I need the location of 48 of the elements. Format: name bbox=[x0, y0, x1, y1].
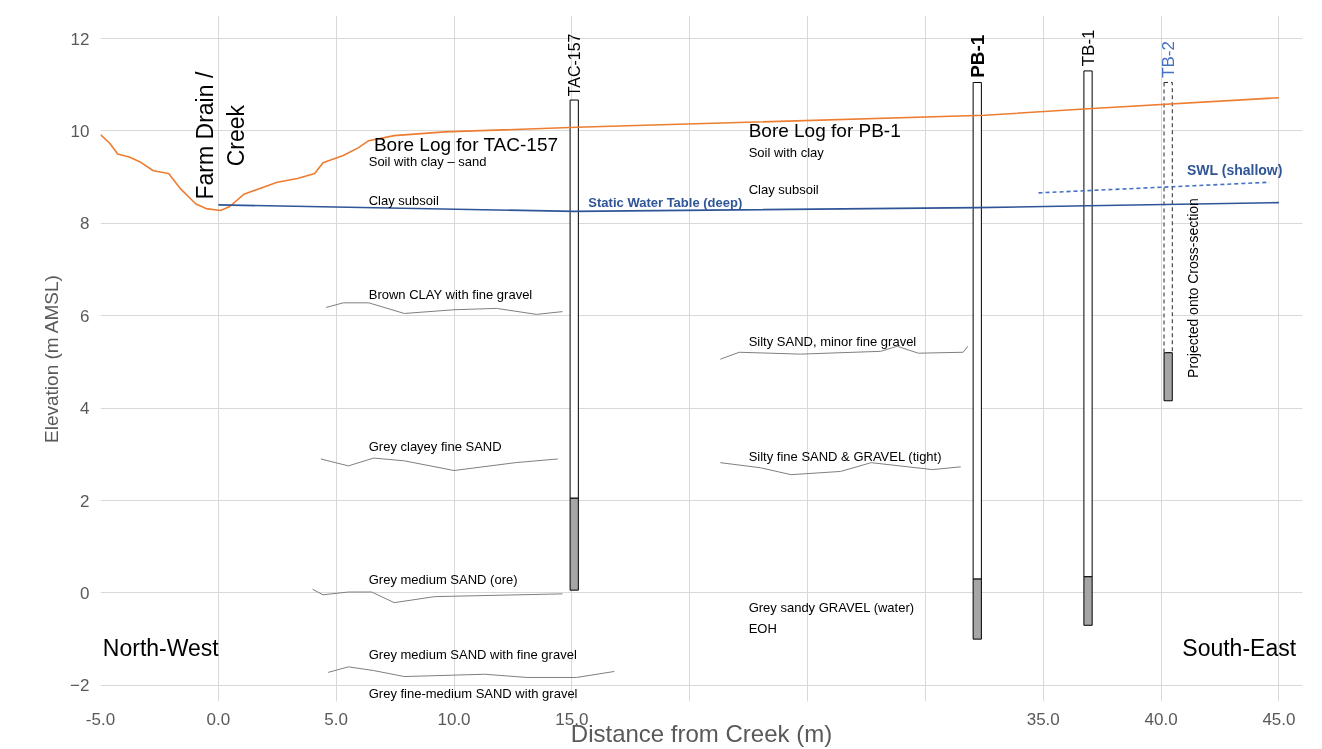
y-tick-label: 10 bbox=[70, 121, 90, 141]
bar bbox=[1163, 352, 1173, 402]
annotation: Farm Drain / Creek bbox=[192, 71, 250, 200]
line-series bbox=[719, 462, 962, 476]
y-tick-label: 6 bbox=[80, 306, 90, 326]
annotation: PB-1 bbox=[966, 34, 988, 78]
annotation: Grey fine-medium SAND with gravel bbox=[368, 686, 578, 702]
x-tick-label: 10.0 bbox=[437, 709, 471, 729]
annotation: Bore Log for TAC-157 bbox=[373, 134, 559, 156]
annotation: Soil with clay bbox=[748, 144, 825, 160]
annotation: Static Water Table (deep) bbox=[588, 195, 743, 211]
annotation: South-East bbox=[1182, 635, 1297, 662]
annotation: TAC-157 bbox=[565, 33, 583, 97]
line-series bbox=[312, 588, 563, 604]
y-axis-title: Elevation (m AMSL) bbox=[41, 275, 63, 443]
x-tick-label: 0.0 bbox=[206, 709, 231, 729]
annotation: Silty SAND, minor fine gravel bbox=[748, 334, 917, 350]
y-tick-label: −2 bbox=[70, 676, 90, 696]
annotation: North-West bbox=[102, 635, 220, 662]
line-series bbox=[327, 666, 615, 678]
annotation: Grey medium SAND (ore) bbox=[368, 572, 518, 588]
y-tick-label: 8 bbox=[80, 214, 90, 234]
annotation: Clay subsoil bbox=[368, 192, 439, 208]
annotation: TB-2 bbox=[1158, 41, 1178, 78]
x-tick-label: 45.0 bbox=[1262, 709, 1296, 729]
annotation: Grey medium SAND with fine gravel bbox=[368, 647, 577, 663]
annotation: Grey sandy GRAVEL (water) bbox=[748, 600, 915, 616]
x-tick-label: 5.0 bbox=[324, 709, 349, 729]
annotation: Soil with clay – sand bbox=[368, 154, 487, 170]
annotation: Projected onto Cross-section bbox=[1184, 198, 1201, 378]
y-tick-label: 4 bbox=[80, 399, 90, 419]
annotation: Clay subsoil bbox=[748, 181, 819, 197]
line-series bbox=[325, 302, 563, 315]
annotation: Grey clayey fine SAND bbox=[368, 439, 502, 454]
bar bbox=[1163, 81, 1173, 354]
x-tick-label: -5.0 bbox=[85, 709, 116, 729]
annotation: EOH bbox=[748, 620, 777, 636]
y-tick-label: 2 bbox=[80, 491, 90, 511]
annotation: SWL (shallow) bbox=[1187, 161, 1283, 178]
annotation: Silty fine SAND & GRAVEL (tight) bbox=[748, 448, 942, 464]
annotation: TB-1 bbox=[1078, 29, 1098, 67]
y-tick-label: 0 bbox=[80, 583, 90, 603]
annotation: Bore Log for PB-1 bbox=[748, 120, 901, 142]
line-series bbox=[320, 457, 559, 472]
x-tick-label: 35.0 bbox=[1026, 709, 1060, 729]
y-tick-label: 12 bbox=[70, 29, 90, 49]
x-tick-label: 40.0 bbox=[1144, 709, 1178, 729]
annotation: Brown CLAY with fine gravel bbox=[368, 287, 533, 303]
